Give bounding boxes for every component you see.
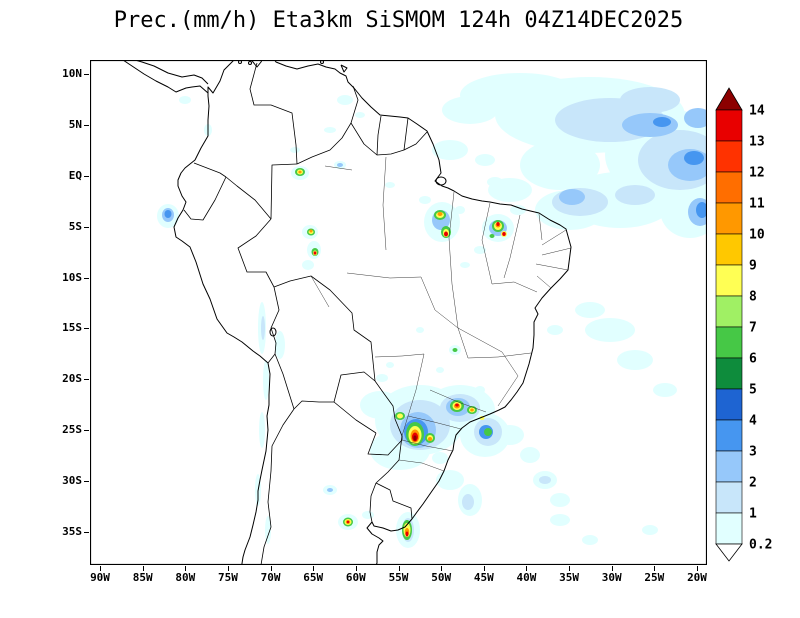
lon-tick-label: 70W (260, 571, 281, 584)
lon-tick-label: 40W (516, 571, 537, 584)
lon-axis-tick (697, 566, 698, 571)
lon-tick-label: 45W (473, 571, 494, 584)
lat-tick-label: 10N (62, 67, 82, 80)
lon-tick-label: 65W (303, 571, 324, 584)
map-area (89, 59, 708, 566)
lat-axis-tick (84, 379, 89, 381)
lon-tick-label: 30W (601, 571, 622, 584)
precipitation-layer (157, 73, 707, 548)
colorbar-level-label: 3 (749, 445, 757, 460)
colorbar-level-label: 9 (749, 259, 757, 274)
lon-axis-tick (654, 566, 656, 571)
lat-tick-label: 10S (62, 270, 82, 284)
lat-tick-label: 35S (62, 525, 82, 538)
lat-tick-label: 5S (68, 219, 82, 233)
colorbar-under-arrow (715, 543, 743, 562)
colorbar-legend: 14 13 12 11 10 9 8 7 6 5 4 3 2 1 0.2 (714, 86, 794, 576)
lon-tick-label: 50W (431, 571, 452, 584)
colorbar-segment (715, 264, 743, 297)
colorbar-level-label: 1 (749, 507, 757, 522)
lon-tick-label: 75W (217, 571, 238, 584)
colorbar-segment (715, 357, 743, 390)
lat-tick-label: EQ (68, 168, 82, 182)
colorbar-svg: 14 13 12 11 10 9 8 7 6 5 4 3 2 1 0.2 (715, 87, 772, 562)
colorbar-level-label: 0.2 (749, 538, 772, 553)
lat-axis-tick (84, 175, 89, 177)
colorbar-segment (715, 388, 743, 421)
lat-axis-tick (84, 430, 89, 432)
country-borders (183, 62, 428, 565)
colorbar-level-label: 10 (749, 228, 765, 243)
map-frame (89, 59, 708, 566)
colorbar-segment (715, 512, 743, 545)
colorbar-level-label: 11 (749, 197, 765, 212)
lat-tick-label: 15S (62, 321, 82, 335)
lon-axis-tick (483, 566, 485, 571)
lon-axis-tick (526, 566, 528, 571)
colorbar-level-label: 14 (749, 104, 765, 119)
colorbar-segment (715, 233, 743, 266)
map-plot (89, 59, 708, 566)
lon-axis-tick (313, 566, 315, 571)
colorbar-segment (715, 140, 743, 173)
colorbar-segment (715, 109, 743, 142)
state-borders (310, 156, 572, 472)
lon-axis-tick (569, 566, 571, 571)
lat-axis-tick (84, 226, 89, 228)
lon-tick-label: 80W (175, 571, 196, 584)
lon-tick-label: 20W (687, 571, 707, 584)
colorbar-segment (715, 450, 743, 483)
coastline-layer (122, 60, 572, 565)
lon-tick-label: 90W (90, 571, 110, 584)
colorbar-level-label: 5 (749, 383, 757, 398)
lon-tick-label: 35W (559, 571, 579, 584)
colorbar-segment (715, 295, 743, 328)
lon-axis-tick (100, 566, 101, 571)
lon-axis-tick (185, 566, 187, 571)
lat-axis-tick (84, 74, 89, 75)
lon-tick-label: 85W (132, 571, 153, 584)
lon-axis-tick (227, 566, 229, 571)
lat-axis-tick (84, 481, 89, 483)
lon-tick-label: 60W (345, 571, 366, 584)
lat-axis-tick (84, 124, 89, 126)
colorbar-segment (715, 326, 743, 359)
colorbar-level-label: 2 (749, 476, 757, 491)
lon-axis-tick (611, 566, 613, 571)
colorbar-segment (715, 202, 743, 235)
lat-tick-label: 30S (62, 474, 82, 488)
colorbar-level-label: 7 (749, 321, 757, 336)
lon-axis-tick (441, 566, 443, 571)
lon-axis-tick (142, 566, 144, 571)
lon-axis-tick (398, 566, 400, 571)
lon-tick-label: 55W (388, 571, 409, 584)
lat-axis-tick (84, 532, 89, 533)
colorbar-segment (715, 419, 743, 452)
colorbar-level-label: 13 (749, 135, 765, 150)
lat-tick-label: 5N (68, 117, 82, 131)
lat-axis-tick (84, 277, 89, 279)
lon-tick-label: 25W (644, 571, 665, 584)
lat-tick-label: 25S (62, 423, 82, 437)
colorbar-segment (715, 481, 743, 514)
lat-axis-tick (84, 328, 89, 330)
colorbar-level-label: 12 (749, 166, 765, 181)
colorbar-level-label: 8 (749, 290, 757, 305)
colorbar-segment (715, 171, 743, 204)
lat-tick-label: 20S (62, 372, 82, 386)
plot-title: Prec.(mm/h) Eta3km SiSMOM 124h 04Z14DEC2… (113, 8, 684, 33)
colorbar-over-arrow (715, 87, 743, 111)
lon-axis-tick (270, 566, 272, 571)
colorbar-level-label: 6 (749, 352, 757, 367)
colorbar-level-label: 4 (749, 414, 757, 429)
lon-axis-tick (355, 566, 357, 571)
